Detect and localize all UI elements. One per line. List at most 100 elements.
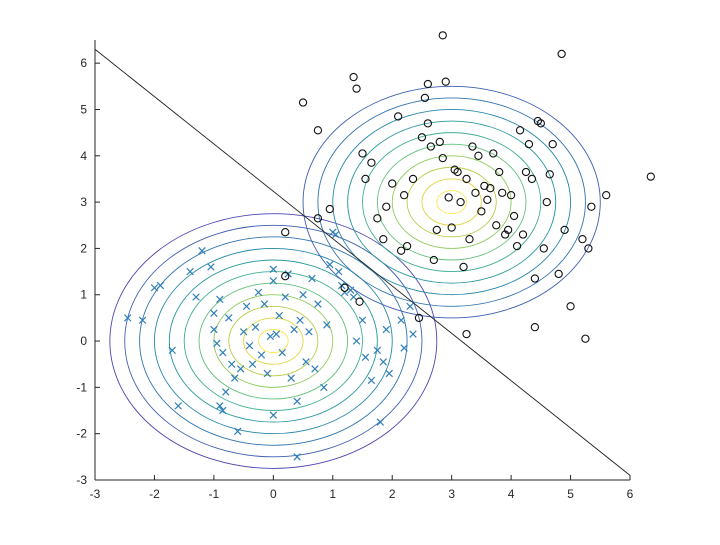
x-marker-point (379, 358, 388, 366)
data-points (123, 31, 655, 461)
x-marker-stroke (311, 365, 319, 373)
x-marker-stroke (299, 291, 307, 299)
y-tick-label: 4 (80, 149, 87, 163)
x-marker-stroke (236, 365, 245, 373)
x-marker-stroke (260, 300, 269, 308)
o-marker-point (468, 142, 477, 151)
x-marker-point (376, 418, 385, 426)
x-marker-stroke (323, 321, 331, 329)
x-marker-point (326, 260, 334, 269)
x-marker-point (314, 300, 322, 308)
o-marker-point (417, 133, 427, 142)
x-marker-stroke (409, 330, 417, 338)
x-marker-point (225, 314, 233, 322)
o-marker-point (521, 167, 531, 177)
o-marker-point (578, 235, 587, 244)
x-marker-stroke (216, 295, 224, 304)
o-marker-point (462, 174, 471, 184)
axes: -3 -2 -1 0 1 2 3 4 5 6 -3 -2 -1 0 1 2 3 4 5 6 (76, 40, 634, 501)
o-marker-point (515, 126, 525, 135)
x-marker-point (210, 309, 218, 317)
contour-ring (168, 259, 378, 423)
x-marker-point (409, 330, 417, 338)
x-marker-point (293, 453, 301, 461)
o-marker-point (557, 49, 566, 59)
y-tick-label: -1 (76, 380, 87, 394)
x-marker-stroke (216, 402, 224, 410)
x-marker-point (323, 321, 331, 329)
x-marker-point (269, 265, 278, 273)
contour-ring (109, 213, 438, 469)
x-marker-point (334, 267, 343, 276)
decision-boundary-line (95, 48, 630, 476)
x-marker-stroke (225, 314, 233, 322)
y-tick-label: 5 (80, 102, 87, 116)
x-tick-label: -3 (90, 487, 101, 501)
x-marker-stroke (275, 311, 284, 320)
o-marker-point (584, 244, 593, 253)
o-marker-point (566, 302, 575, 311)
x-marker-point (239, 328, 248, 336)
x-marker-point (278, 348, 286, 357)
x-marker-stroke (379, 358, 388, 366)
x-marker-stroke (192, 293, 200, 301)
y-tick-label: -2 (76, 427, 87, 441)
x-marker-stroke (239, 328, 248, 336)
contour-ring (436, 190, 467, 215)
contour-ring (153, 247, 393, 435)
o-marker-point (518, 230, 528, 239)
contour-ring (198, 282, 349, 400)
o-marker-point (402, 241, 412, 251)
x-marker-point (302, 358, 310, 366)
o-marker-point (281, 272, 290, 281)
o-marker-point (462, 329, 471, 339)
x-marker-stroke (376, 418, 385, 426)
x-marker-stroke (346, 286, 355, 294)
density-contours (109, 85, 601, 469)
x-tick-label: 5 (567, 487, 574, 501)
o-marker-point (486, 184, 495, 193)
y-tick-label: 0 (80, 334, 87, 348)
x-marker-stroke (400, 344, 408, 352)
x-marker-stroke (257, 351, 266, 359)
x-marker-point (272, 330, 281, 338)
x-marker-point (382, 325, 391, 334)
x-marker-point (138, 316, 147, 324)
x-marker-point (281, 293, 289, 301)
o-marker-point (429, 255, 438, 265)
x-marker-stroke (219, 348, 227, 357)
o-marker-point (530, 274, 540, 283)
contour-ring (332, 109, 572, 296)
o-marker-point (527, 174, 537, 184)
x-marker-point (230, 374, 239, 382)
x-tick-label: 0 (270, 487, 277, 501)
o-marker-point (459, 262, 468, 272)
x-marker-stroke (296, 316, 304, 324)
o-marker-point (542, 197, 551, 207)
x-marker-point (186, 267, 194, 276)
x-marker-point (248, 360, 257, 368)
x-marker-stroke (385, 369, 393, 378)
o-marker-point (509, 211, 519, 221)
x-marker-stroke (251, 323, 260, 331)
o-marker-point (554, 269, 563, 279)
o-marker-point (441, 77, 450, 86)
contour-ring (406, 166, 497, 238)
o-marker-point (349, 72, 358, 82)
o-marker-point (414, 313, 424, 323)
x-marker-point (198, 247, 206, 255)
contour-ring (376, 143, 527, 261)
x-marker-point (361, 353, 370, 361)
x-marker-stroke (287, 374, 295, 382)
x-marker-point (174, 402, 182, 410)
x-marker-point (236, 365, 245, 373)
x-marker-point (227, 360, 236, 368)
x-marker-point (123, 314, 132, 322)
x-marker-stroke (123, 314, 132, 322)
o-marker-point (506, 191, 516, 200)
x-tick-label: 1 (329, 487, 336, 501)
o-marker-point (420, 93, 430, 103)
x-marker-stroke (373, 346, 382, 355)
